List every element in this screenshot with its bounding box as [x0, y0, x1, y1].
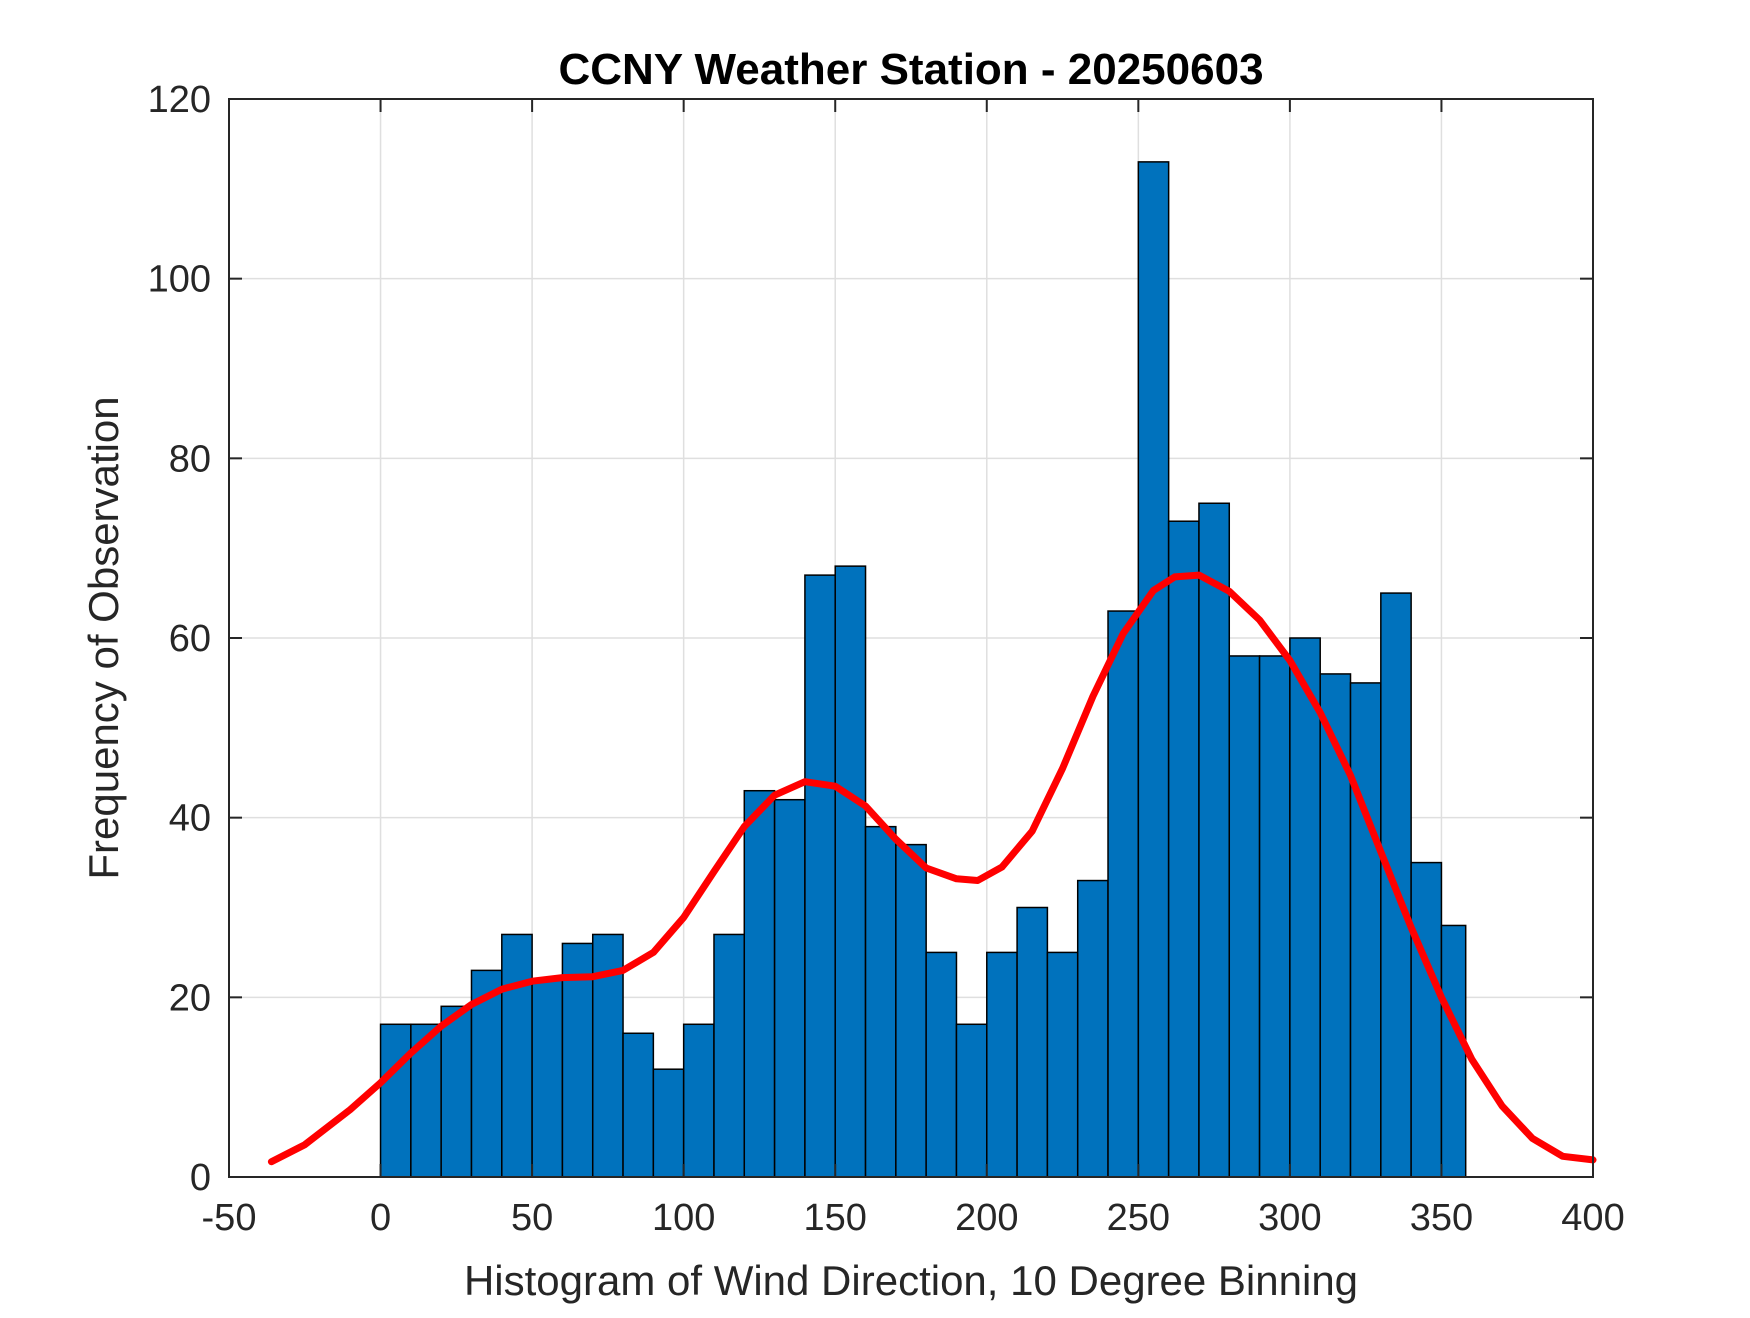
x-tick-label: 200 [955, 1197, 1018, 1239]
x-tick-label: -50 [202, 1197, 257, 1239]
histogram-bar [682, 1023, 715, 1178]
x-tick-label: 0 [370, 1197, 391, 1239]
histogram-bar [531, 978, 564, 1178]
histogram-bar [1349, 682, 1382, 1178]
x-tick-label: 100 [652, 1197, 715, 1239]
axes [228, 98, 1594, 1178]
histogram-bar [773, 798, 806, 1178]
histogram-bar [834, 565, 867, 1178]
histogram-bar [622, 1032, 655, 1178]
y-tick-label: 80 [169, 438, 211, 480]
x-axis-label: Histogram of Wind Direction, 10 Degree B… [464, 1257, 1358, 1304]
x-tick-label: 300 [1258, 1197, 1321, 1239]
x-tick-label: 350 [1410, 1197, 1473, 1239]
histogram-bar [1137, 161, 1170, 1178]
histogram-bar [1319, 673, 1352, 1178]
histogram-bar [1107, 610, 1140, 1178]
x-tick-label: 50 [511, 1197, 553, 1239]
histogram-bar [986, 951, 1018, 1178]
y-tick-label: 20 [169, 977, 211, 1019]
histogram-bar [501, 933, 533, 1178]
y-tick-label: 40 [169, 798, 211, 840]
histogram-bar [713, 933, 746, 1178]
histogram-bar [743, 789, 776, 1178]
x-tick-label: 250 [1107, 1197, 1170, 1239]
x-tick-label: 150 [804, 1197, 867, 1239]
histogram-bar [864, 825, 897, 1178]
histogram-bar [1167, 520, 1200, 1178]
histogram-bar [804, 574, 836, 1178]
y-tick-label: 0 [190, 1157, 211, 1199]
y-tick-label: 120 [148, 79, 211, 121]
chart-title: CCNY Weather Station - 20250603 [558, 45, 1263, 94]
histogram-bar [440, 1005, 473, 1178]
histogram-bar [955, 1023, 988, 1178]
histogram-bar [1076, 879, 1109, 1178]
histogram-bar [1410, 861, 1443, 1178]
histogram-bar [652, 1068, 685, 1178]
histogram-bar [1198, 502, 1231, 1178]
histogram-bar [895, 843, 927, 1178]
histogram-bar [1228, 655, 1261, 1178]
histogram-bar [1380, 592, 1412, 1178]
histogram-bar [1440, 924, 1467, 1178]
histogram-bars [379, 161, 1467, 1178]
histogram-bar [1046, 951, 1079, 1178]
histogram-bar [1016, 906, 1049, 1178]
density-curve-layer [267, 571, 1597, 1166]
histogram-bar [561, 942, 594, 1178]
histogram-bar [1258, 655, 1291, 1178]
x-tick-label: 400 [1561, 1197, 1624, 1239]
y-tick-label: 100 [148, 259, 211, 301]
histogram-bar [925, 951, 958, 1178]
density-curve [267, 571, 1597, 1166]
y-axis-label: Frequency of Observation [80, 396, 127, 879]
histogram-bar [379, 1023, 412, 1178]
tick-labels: -50 0 50 100 150 200 250 300 350 4000204060801001… [148, 79, 1625, 1239]
y-tick-label: 60 [169, 618, 211, 660]
histogram-bar [1289, 637, 1321, 1178]
